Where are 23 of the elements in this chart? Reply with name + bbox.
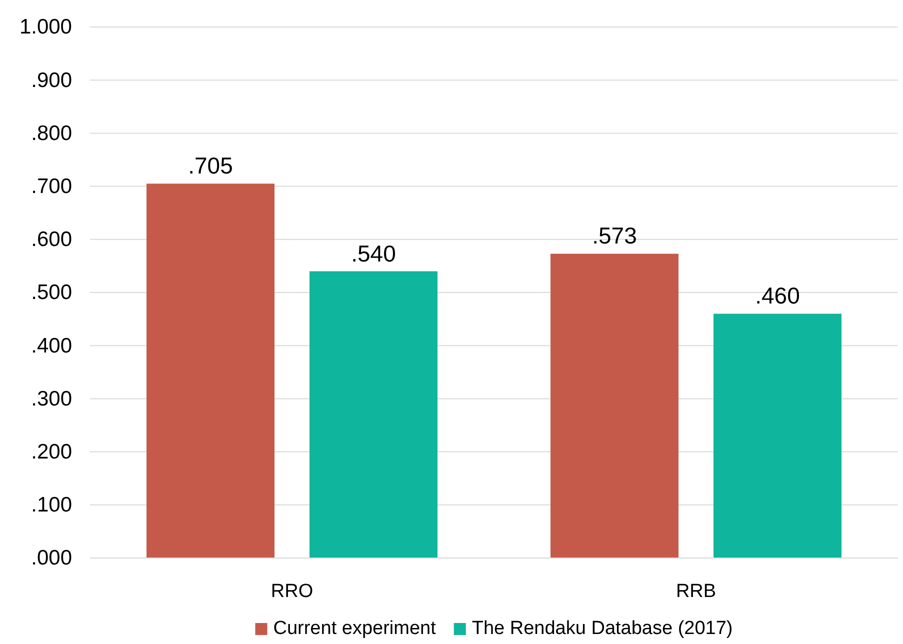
y-tick-label: .800 xyxy=(31,122,72,145)
y-tick-label: .100 xyxy=(31,494,72,517)
x-tick-label: RRO xyxy=(270,581,314,602)
y-tick-label: .600 xyxy=(31,228,72,252)
data-label: .705 xyxy=(188,152,233,179)
bar xyxy=(146,184,274,558)
legend-label: The Rendaku Database (2017) xyxy=(472,618,733,639)
y-tick-label: .700 xyxy=(31,175,72,198)
y-tick-label: .300 xyxy=(31,387,72,410)
y-tick-label: .000 xyxy=(31,546,72,570)
bar xyxy=(550,254,678,558)
y-tick-label: .200 xyxy=(31,440,72,464)
data-label: .460 xyxy=(755,282,800,309)
bar xyxy=(714,314,842,558)
data-label: .540 xyxy=(351,240,396,266)
y-tick-label: .500 xyxy=(31,281,72,304)
y-tick-label: .400 xyxy=(31,334,72,358)
legend-label: Current experiment xyxy=(273,618,437,639)
data-label: .573 xyxy=(592,222,637,249)
y-tick-label: .900 xyxy=(31,68,72,92)
x-tick-label: RRB xyxy=(676,581,716,602)
bar xyxy=(310,271,438,558)
y-tick-label: 1.000 xyxy=(19,16,72,39)
